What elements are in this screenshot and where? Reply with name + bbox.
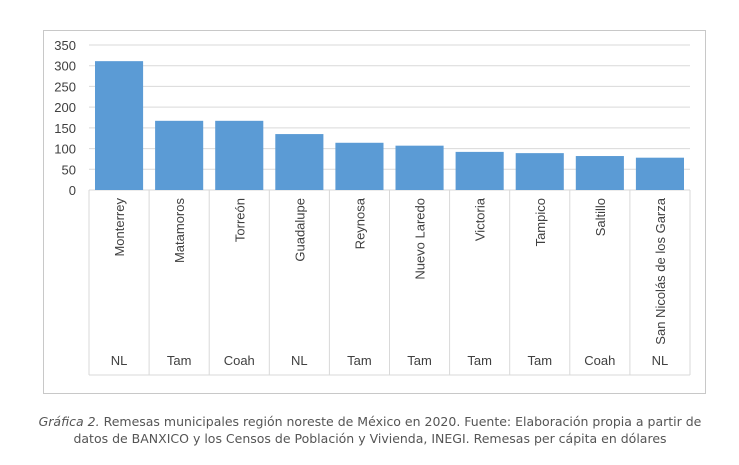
x-tick-label: Torreón <box>232 198 247 242</box>
bar-6 <box>395 145 444 190</box>
x-tick-label: Matamoros <box>172 198 187 264</box>
x-tick-label: Victoria <box>473 197 488 241</box>
x-tick-label: Tampico <box>533 198 548 246</box>
y-tick-label: 100 <box>54 142 76 157</box>
bar-1 <box>95 61 144 191</box>
y-tick-label: 50 <box>62 162 76 177</box>
x-tick-label: Saltillo <box>593 198 608 236</box>
x-tick-label: Reynosa <box>352 197 367 249</box>
state-label: Coah <box>224 353 255 368</box>
state-label: Tam <box>407 353 432 368</box>
state-label: Tam <box>167 353 192 368</box>
y-tick-label: 200 <box>54 100 76 115</box>
state-label: NL <box>652 353 669 368</box>
bar-5 <box>335 142 384 190</box>
state-label: Tam <box>527 353 552 368</box>
x-tick-label: San Nicolás de los Garza <box>653 197 668 344</box>
bar-10 <box>635 157 684 190</box>
caption-text: Remesas municipales región noreste de Mé… <box>73 414 702 446</box>
state-label: NL <box>291 353 308 368</box>
x-tick-label: Monterrey <box>112 198 127 257</box>
y-tick-label: 250 <box>54 79 76 94</box>
state-label: Coah <box>584 353 615 368</box>
bar-chart: 0 50 100 150 200 250 300 350 Monterrey NL Matamoro… <box>54 38 691 376</box>
bar-3 <box>215 120 264 190</box>
y-tick-label: 150 <box>54 121 76 136</box>
chart-frame <box>43 30 706 394</box>
state-label: Tam <box>467 353 492 368</box>
x-tick-label: Guadalupe <box>292 198 307 262</box>
bar-7 <box>455 151 504 190</box>
x-tick-label: Nuevo Laredo <box>413 198 428 280</box>
bar-9 <box>575 156 624 190</box>
state-label: Tam <box>347 353 372 368</box>
figure-caption: Gráfica 2. Remesas municipales región no… <box>20 413 720 447</box>
state-label: NL <box>111 353 128 368</box>
y-tick-label: 300 <box>54 59 76 74</box>
y-tick-label: 0 <box>69 183 76 198</box>
bar-2 <box>155 120 204 190</box>
bar-8 <box>515 153 564 190</box>
bar-4 <box>275 134 324 190</box>
caption-label: Gráfica 2. <box>38 414 100 429</box>
y-tick-label: 350 <box>54 38 76 53</box>
